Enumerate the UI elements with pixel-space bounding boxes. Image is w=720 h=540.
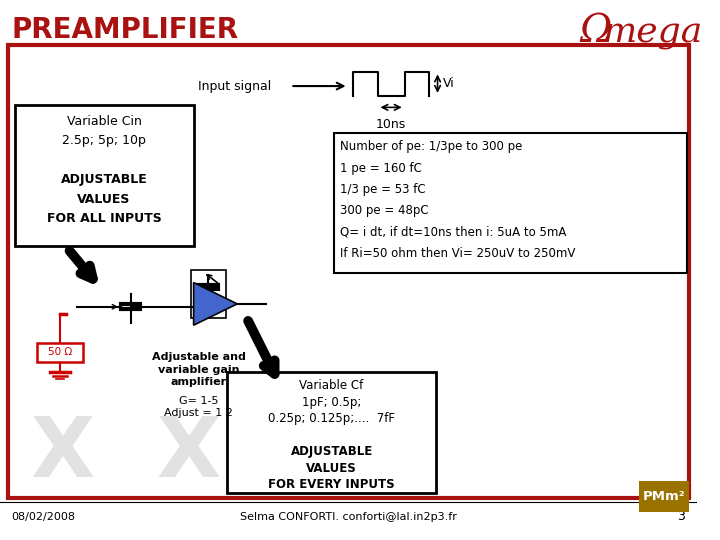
Text: X: X <box>157 414 221 495</box>
Text: 0.25p; 0.125p;....  7fF: 0.25p; 0.125p;.... 7fF <box>268 413 395 426</box>
Text: mega: mega <box>602 16 703 50</box>
Text: X: X <box>31 414 95 495</box>
Text: ADJUSTABLE: ADJUSTABLE <box>60 173 148 186</box>
Text: Variable Cf: Variable Cf <box>300 380 364 393</box>
Text: Adjustable and: Adjustable and <box>151 352 246 362</box>
Text: Vi: Vi <box>444 77 455 90</box>
Text: Number of pe: 1/3pe to 300 pe: Number of pe: 1/3pe to 300 pe <box>340 140 522 153</box>
Text: variable gain: variable gain <box>158 365 239 375</box>
Text: amplifier: amplifier <box>171 377 227 388</box>
FancyBboxPatch shape <box>14 105 194 246</box>
Bar <box>191 270 225 319</box>
Text: VALUES: VALUES <box>77 193 131 206</box>
Text: Input signal: Input signal <box>199 79 271 92</box>
Text: 50 Ω: 50 Ω <box>48 347 72 357</box>
Text: FOR ALL INPUTS: FOR ALL INPUTS <box>47 212 161 225</box>
Text: 10ns: 10ns <box>376 118 406 131</box>
Text: VALUES: VALUES <box>306 462 357 475</box>
FancyBboxPatch shape <box>8 45 689 498</box>
Text: 3: 3 <box>678 510 685 523</box>
Text: FOR EVERY INPUTS: FOR EVERY INPUTS <box>269 478 395 491</box>
Text: 2.5p; 5p; 10p: 2.5p; 5p; 10p <box>62 134 146 147</box>
Text: ADJUSTABLE: ADJUSTABLE <box>290 445 373 458</box>
Text: Ω: Ω <box>579 14 611 50</box>
Text: PMm²: PMm² <box>643 490 685 503</box>
Text: PREAMPLIFIER: PREAMPLIFIER <box>12 16 239 44</box>
Text: 08/02/2008: 08/02/2008 <box>12 512 76 522</box>
Text: 1pF; 0.5p;: 1pF; 0.5p; <box>302 396 361 409</box>
Text: Variable Cin: Variable Cin <box>67 115 142 128</box>
Text: G= 1-5: G= 1-5 <box>179 396 218 406</box>
Bar <box>37 342 84 362</box>
Text: Q= i dt, if dt=10ns then i: 5uA to 5mA: Q= i dt, if dt=10ns then i: 5uA to 5mA <box>340 226 566 239</box>
Text: 1 pe = 160 fC: 1 pe = 160 fC <box>340 161 422 174</box>
Bar <box>639 481 689 512</box>
Text: Adjust = 1 2: Adjust = 1 2 <box>164 408 233 418</box>
Text: Selma CONFORTI. conforti@lal.in2p3.fr: Selma CONFORTI. conforti@lal.in2p3.fr <box>240 512 457 522</box>
Text: If Ri=50 ohm then Vi= 250uV to 250mV: If Ri=50 ohm then Vi= 250uV to 250mV <box>340 247 575 260</box>
FancyBboxPatch shape <box>228 372 436 492</box>
FancyBboxPatch shape <box>334 132 688 273</box>
Polygon shape <box>194 282 237 325</box>
Text: 1/3 pe = 53 fC: 1/3 pe = 53 fC <box>340 183 426 196</box>
Text: 300 pe = 48pC: 300 pe = 48pC <box>340 204 428 217</box>
